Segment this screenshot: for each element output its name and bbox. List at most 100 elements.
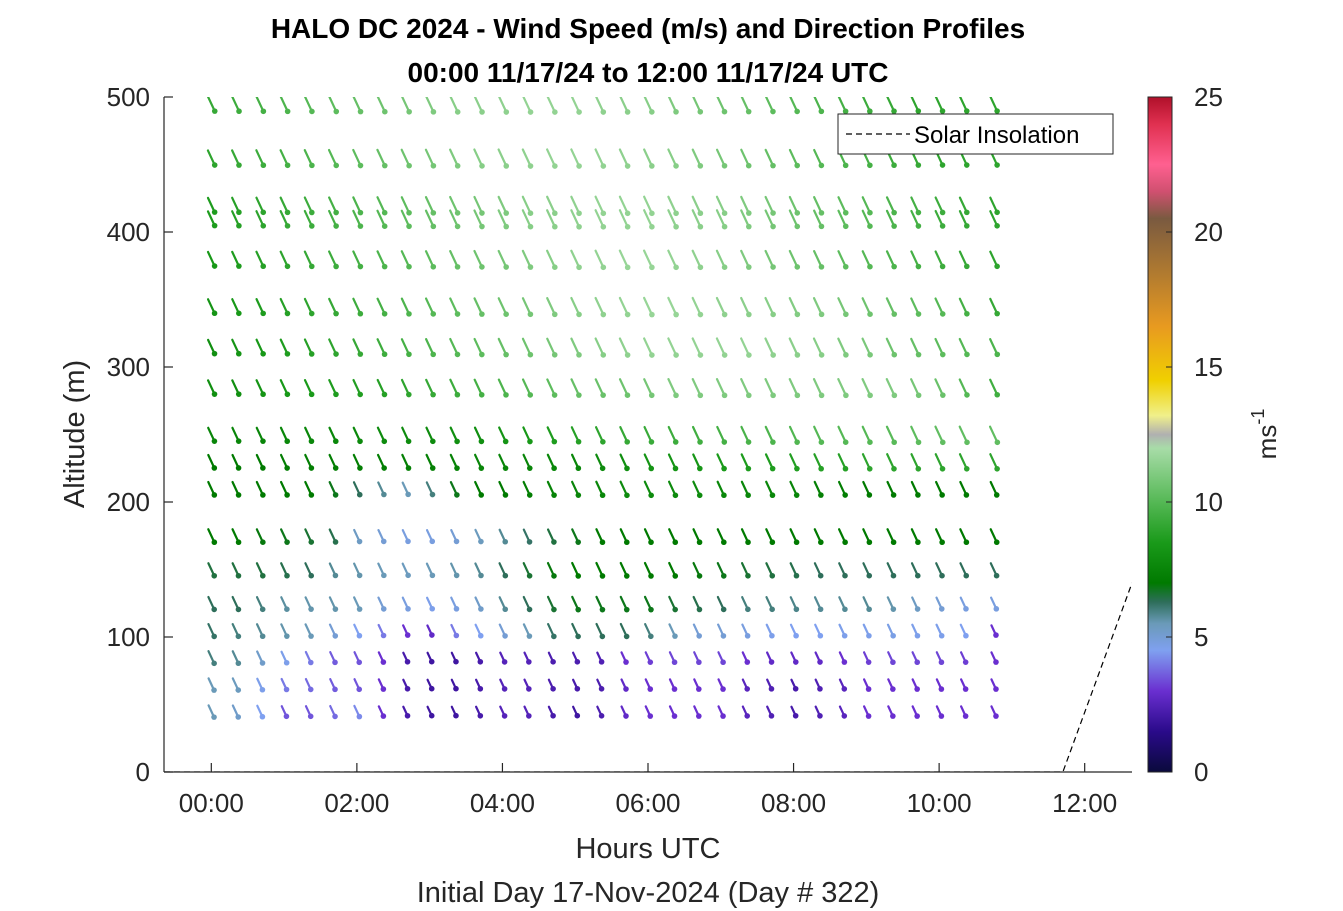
wind-arrow	[668, 651, 678, 666]
wind-arrow	[328, 196, 339, 216]
wind-arrow	[231, 595, 242, 613]
wind-arrow	[715, 296, 728, 318]
wind-arrow	[207, 595, 217, 613]
wind-arrow	[910, 562, 921, 579]
wind-arrow	[279, 453, 290, 471]
wind-arrow	[256, 704, 266, 720]
wind-arrow	[231, 149, 242, 168]
wind-arrow	[740, 425, 752, 445]
wind-arrow	[304, 426, 315, 445]
wind-arrow	[691, 195, 704, 217]
wind-arrow	[813, 97, 825, 115]
wind-arrow	[717, 678, 726, 692]
wind-arrow	[400, 148, 412, 169]
wind-arrow	[989, 480, 1000, 498]
wind-arrow	[303, 196, 315, 216]
wind-arrow	[989, 196, 1000, 216]
wind-arrow	[231, 379, 242, 397]
wind-arrow	[594, 337, 607, 358]
wind-arrow	[425, 562, 436, 579]
wind-arrow	[473, 297, 485, 317]
wind-arrow	[352, 426, 363, 445]
wind-arrow	[426, 705, 435, 719]
wind-arrow	[474, 678, 484, 692]
wind-arrow	[547, 705, 556, 719]
wind-arrow	[934, 337, 946, 358]
wind-arrow	[207, 426, 218, 444]
wind-arrow	[765, 596, 775, 613]
wind-arrow	[959, 562, 970, 579]
wind-arrow	[279, 250, 291, 270]
wind-arrow	[691, 296, 704, 318]
wind-arrow	[862, 651, 872, 665]
wind-arrow	[449, 337, 461, 358]
wind-arrow	[910, 97, 922, 114]
wind-arrow	[400, 250, 412, 270]
wind-arrow	[764, 296, 776, 318]
wind-arrow	[352, 297, 364, 317]
wind-arrow	[988, 425, 1001, 446]
wind-arrow	[990, 705, 999, 719]
wind-arrow	[837, 528, 848, 546]
wind-arrow	[934, 250, 946, 270]
wind-arrow	[546, 337, 558, 358]
wind-arrow	[499, 705, 508, 719]
wind-arrow	[303, 209, 315, 229]
wind-arrow	[667, 209, 679, 230]
wind-arrow	[789, 528, 800, 546]
wind-arrow	[717, 651, 726, 666]
wind-arrow	[401, 453, 412, 471]
wind-arrow	[620, 678, 629, 692]
wind-arrow	[766, 705, 775, 719]
wind-arrow	[303, 149, 315, 169]
wind-arrow	[280, 596, 290, 612]
wind-arrow	[740, 480, 751, 499]
wind-arrow	[207, 622, 217, 640]
wind-arrow	[206, 97, 218, 114]
wind-arrow	[691, 378, 704, 399]
wind-arrow	[231, 97, 242, 115]
wind-arrow	[328, 379, 339, 398]
wind-arrow	[255, 623, 266, 640]
wind-arrow	[935, 480, 945, 498]
wind-arrow	[692, 528, 703, 546]
wind-arrow	[887, 705, 896, 719]
wind-arrow	[595, 480, 606, 499]
x-axis-ticks: 00:00 02:00 04:00 06:00 08:00 10:00 12:00	[179, 763, 1117, 818]
wind-arrow	[619, 97, 631, 115]
wind-arrow	[231, 453, 242, 471]
wind-arrow	[885, 196, 897, 216]
wind-arrow	[594, 148, 607, 169]
wind-arrow	[790, 651, 799, 665]
wind-arrow	[788, 337, 801, 358]
wind-arrow	[231, 650, 242, 667]
wind-arrow	[353, 704, 363, 720]
wind-arrow	[667, 480, 679, 499]
wind-arrow	[691, 249, 704, 271]
wind-arrow	[474, 562, 484, 579]
colorbar	[1147, 96, 1173, 773]
wind-arrow	[376, 426, 388, 445]
wind-arrow	[304, 596, 314, 612]
wind-arrow	[474, 651, 484, 665]
wind-arrow	[812, 337, 825, 358]
wind-arrow	[667, 425, 679, 445]
wind-arrow	[255, 250, 267, 270]
wind-arrow	[402, 651, 411, 665]
wind-arrow	[329, 651, 338, 666]
wind-arrow	[862, 596, 872, 613]
wind-arrow	[279, 379, 291, 398]
wind-arrow	[910, 337, 922, 358]
wind-arrow	[813, 453, 824, 472]
wind-arrow	[546, 426, 558, 445]
wind-arrow	[401, 529, 411, 545]
wind-arrow	[352, 481, 363, 498]
wind-arrow	[376, 338, 388, 358]
wind-arrow	[989, 453, 1000, 472]
wind-arrow	[498, 623, 508, 639]
wind-arrow	[960, 705, 969, 719]
wind-arrow	[668, 561, 679, 579]
wind-arrow	[231, 250, 242, 269]
wind-arrow	[353, 562, 363, 579]
wind-arrow	[885, 297, 898, 317]
